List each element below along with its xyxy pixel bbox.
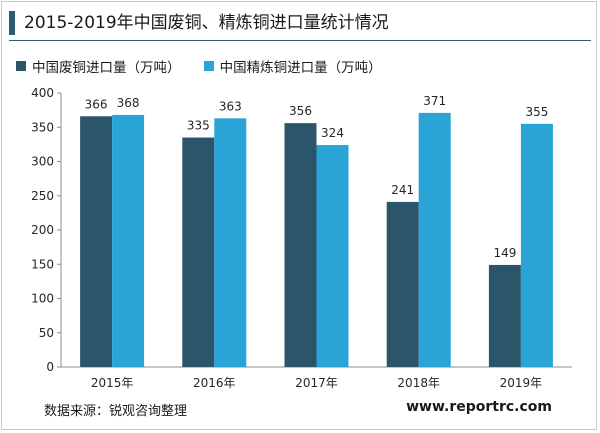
- x-tick-label-1: 2016年: [193, 376, 236, 390]
- x-tick-label-4: 2019年: [500, 376, 543, 390]
- y-tick-label-2: 100: [31, 292, 54, 306]
- legend-item-series-1: 中国废铜进口量（万吨）: [16, 56, 181, 76]
- y-tick-label-8: 400: [31, 86, 54, 100]
- bar-series-2-3: [418, 112, 451, 368]
- legend-swatch-series-2: [203, 61, 214, 71]
- legend-swatch-series-1: [16, 61, 26, 71]
- data-label-series-2-0: 368: [117, 96, 140, 110]
- x-tick-label-2: 2017年: [295, 376, 338, 390]
- legend-label-series-1: 中国废铜进口量（万吨）: [32, 60, 181, 76]
- bar-series-2-2: [316, 145, 349, 367]
- data-label-series-2-4: 355: [525, 105, 548, 119]
- bar-series-2-4: [520, 123, 553, 367]
- data-source-note: 数据来源：锐观咨询整理: [44, 404, 188, 419]
- y-tick-label-1: 50: [39, 326, 54, 340]
- data-label-series-2-1: 363: [219, 99, 242, 113]
- data-label-series-1-1: 335: [187, 119, 210, 133]
- data-label-series-1-0: 366: [85, 97, 108, 111]
- data-label-series-2-2: 324: [321, 126, 344, 140]
- y-tick-label-7: 350: [31, 120, 54, 134]
- bar-series-2-0: [112, 114, 145, 367]
- title-bar: 2015-2019年中国废铜、精炼铜进口量统计情况: [2, 2, 598, 42]
- data-label-series-2-3: 371: [423, 94, 446, 108]
- title-accent-bar: [9, 11, 15, 35]
- bar-series-1-2: [284, 123, 317, 367]
- bar-series-1-3: [386, 201, 419, 367]
- bar-series-2-1: [214, 118, 247, 367]
- website-url: www.reportrc.com: [406, 399, 552, 415]
- x-tick-label-0: 2015年: [91, 376, 134, 390]
- legend: 中国废铜进口量（万吨） 中国精炼铜进口量（万吨）: [16, 56, 400, 76]
- x-tick-label-3: 2018年: [397, 376, 440, 390]
- data-label-series-1-3: 241: [391, 183, 414, 197]
- y-tick-label-3: 150: [31, 257, 54, 271]
- title-underline: [9, 40, 591, 41]
- y-tick-label-5: 250: [31, 189, 54, 203]
- y-tick-label-4: 200: [31, 223, 54, 237]
- chart-title: 2015-2019年中国废铜、精炼铜进口量统计情况: [24, 13, 389, 33]
- legend-item-series-2: 中国精炼铜进口量（万吨）: [203, 56, 382, 76]
- data-label-series-1-2: 356: [289, 104, 312, 118]
- y-tick-label-0: 0: [46, 360, 54, 374]
- y-tick-label-6: 300: [31, 155, 54, 169]
- bar-series-1-4: [488, 264, 521, 367]
- bar-series-1-1: [182, 137, 215, 367]
- legend-label-series-2: 中国精炼铜进口量（万吨）: [219, 60, 382, 76]
- data-label-series-1-4: 149: [493, 246, 516, 260]
- bar-series-1-0: [80, 116, 113, 367]
